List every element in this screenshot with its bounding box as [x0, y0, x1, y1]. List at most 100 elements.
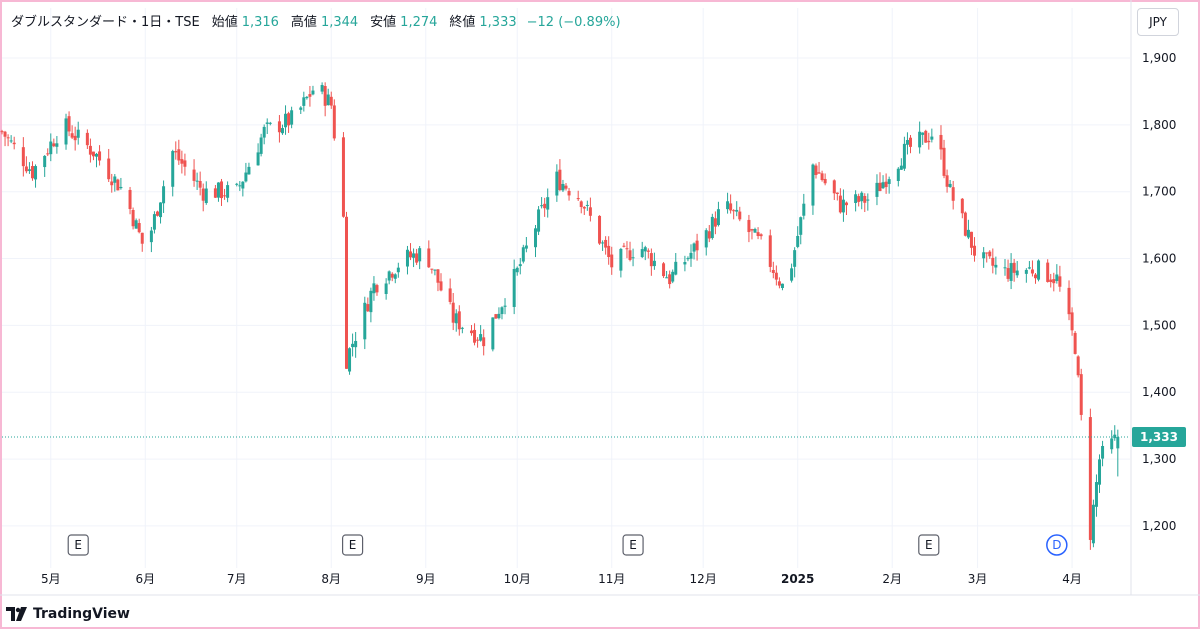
- candle-body: [537, 209, 541, 232]
- candle-body: [0, 131, 4, 133]
- candle-body: [1006, 268, 1010, 279]
- candle-body: [607, 245, 611, 258]
- candle-body: [927, 140, 931, 143]
- candle-body: [625, 248, 629, 250]
- candle-body: [320, 85, 324, 92]
- candles-layer: [0, 82, 1120, 550]
- candle-body: [469, 330, 473, 334]
- candle-body: [579, 201, 583, 208]
- candle-body: [1091, 504, 1095, 544]
- y-tick-label: 1,900: [1142, 51, 1176, 65]
- candle-body: [823, 178, 827, 184]
- candle-body: [55, 143, 59, 147]
- currency-button[interactable]: JPY: [1137, 8, 1179, 36]
- candle-body: [235, 183, 239, 185]
- candle-body: [716, 209, 720, 226]
- candle-body: [774, 272, 778, 280]
- candle-body: [1052, 279, 1056, 284]
- candle-body: [854, 194, 858, 203]
- candle-body: [24, 166, 28, 172]
- candle-body: [817, 172, 821, 174]
- candle-body: [430, 268, 434, 270]
- candle-body: [451, 302, 455, 323]
- candle-body: [963, 212, 967, 236]
- candle-body: [113, 176, 117, 183]
- candle-body: [674, 261, 678, 275]
- candle-body: [948, 183, 952, 188]
- candle-body: [729, 203, 733, 211]
- earnings-event-marker[interactable]: E: [622, 534, 644, 556]
- earnings-event-marker[interactable]: E: [918, 534, 940, 556]
- candle-body: [564, 185, 568, 189]
- candle-body: [988, 251, 992, 257]
- candle-body: [582, 206, 586, 209]
- candle-body: [344, 216, 348, 369]
- candle-body: [1037, 260, 1041, 280]
- x-tick-label: 2025: [781, 572, 814, 586]
- candle-body: [290, 110, 294, 125]
- candle-body: [622, 245, 626, 247]
- candle-body: [1079, 374, 1083, 415]
- candle-body: [427, 248, 431, 268]
- candle-body: [332, 105, 336, 139]
- candle-body: [521, 247, 525, 262]
- candle-body: [1049, 279, 1053, 283]
- candle-body: [177, 149, 181, 161]
- candle-body: [814, 165, 818, 175]
- earnings-marker-label: E: [349, 538, 357, 552]
- last-price-label: 1,333: [1140, 430, 1178, 444]
- tradingview-logo-icon: [6, 607, 27, 621]
- close-label: 終値: [449, 15, 476, 30]
- candle-body: [951, 187, 955, 201]
- candle-body: [631, 257, 635, 259]
- candle-body: [302, 97, 306, 106]
- dividend-event-marker[interactable]: D: [1046, 534, 1068, 556]
- candle-body: [241, 181, 245, 189]
- x-tick-label: 11月: [598, 572, 625, 586]
- candle-body: [945, 175, 949, 187]
- candle-body: [476, 339, 480, 341]
- symbol-title[interactable]: ダブルスタンダード・1日・TSE: [11, 15, 200, 30]
- candle-body: [1067, 287, 1071, 315]
- candle-body: [671, 271, 675, 282]
- open-value: 1,316: [241, 15, 279, 30]
- candle-body: [49, 141, 53, 155]
- candle-body: [844, 202, 848, 206]
- candle-body: [220, 181, 224, 199]
- candle-body: [878, 182, 882, 192]
- candle-body: [265, 122, 269, 124]
- earnings-marker-label: E: [74, 538, 82, 552]
- candle-body: [1070, 312, 1074, 331]
- candle-body: [354, 340, 358, 348]
- candle-body: [52, 143, 56, 147]
- candle-body: [460, 327, 464, 329]
- candle-body: [308, 94, 312, 97]
- candle-body: [780, 283, 784, 288]
- candle-body: [1101, 446, 1105, 459]
- candle-body: [12, 142, 16, 145]
- tradingview-logo[interactable]: TradingView: [6, 606, 130, 622]
- candle-body: [439, 281, 443, 291]
- low-label: 安値: [370, 15, 397, 30]
- candle-body: [759, 234, 763, 237]
- candle-body: [174, 151, 178, 153]
- candle-body: [351, 343, 355, 348]
- candle-body: [534, 228, 538, 248]
- candle-body: [713, 218, 717, 227]
- earnings-event-marker[interactable]: E: [341, 534, 364, 556]
- candle-body: [329, 96, 333, 106]
- candle-body: [284, 113, 288, 128]
- earnings-event-marker[interactable]: E: [67, 534, 89, 556]
- candle-body: [982, 252, 986, 259]
- candle-body: [1116, 437, 1120, 449]
- candle-body: [683, 262, 687, 265]
- last-price-line: 1,333: [2, 427, 1186, 448]
- candle-body: [640, 249, 644, 258]
- candle-body: [110, 181, 114, 186]
- candle-body: [457, 311, 461, 330]
- candle-body: [21, 147, 25, 167]
- candle-body: [137, 223, 141, 233]
- candle-body: [1098, 459, 1102, 485]
- candle-body: [375, 285, 379, 293]
